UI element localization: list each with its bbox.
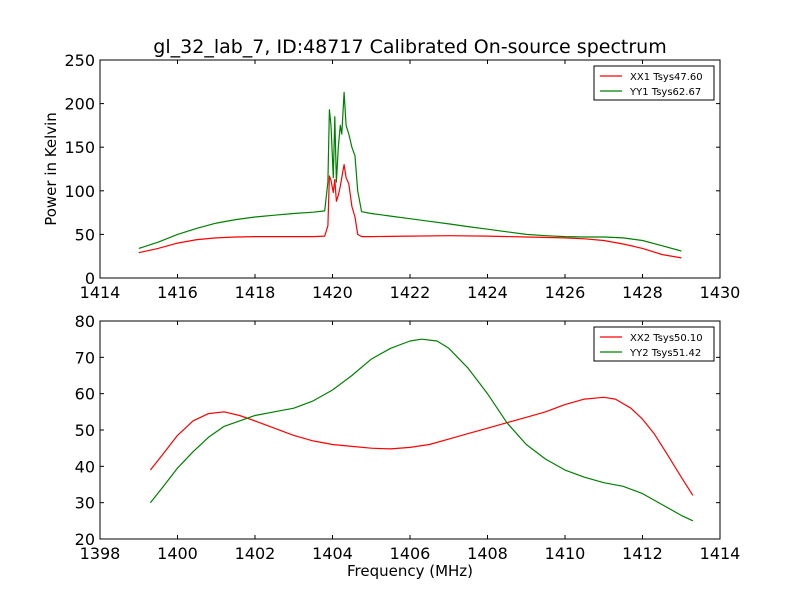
bottom-y-tick-label: 60 xyxy=(75,385,95,404)
top-x-tick-label: 1430 xyxy=(700,283,741,302)
bottom-x-tick-label: 1404 xyxy=(312,544,353,563)
top-legend-label-1: XX1 Tsys47.60 xyxy=(630,72,703,83)
top-legend-box xyxy=(593,65,715,101)
bottom-legend-label-2: YY2 Tsys51.42 xyxy=(629,348,701,359)
top-x-tick-label: 1424 xyxy=(467,283,508,302)
chart-title: gl_32_lab_7, ID:48717 Calibrated On-sour… xyxy=(153,36,666,58)
bottom-x-tick-label: 1398 xyxy=(80,544,121,563)
top-y-tick-label: 100 xyxy=(64,182,95,201)
top-series-line-2 xyxy=(138,91,682,252)
top-legend-label-2: YY1 Tsys62.67 xyxy=(629,87,701,98)
top-y-tick-label: 0 xyxy=(85,269,95,288)
top-x-tick-label: 1418 xyxy=(235,283,276,302)
bottom-x-tick-label: 1408 xyxy=(467,544,508,563)
top-x-tick-label: 1426 xyxy=(545,283,586,302)
bottom-series-line-2 xyxy=(149,338,694,522)
bottom-series-line-1 xyxy=(149,396,694,496)
bottom-panel: 1398 1400 1402 1404 1406 1408 1410 1412 1414 20 30… xyxy=(75,312,741,563)
bottom-y-tick-label: 20 xyxy=(75,530,95,549)
top-x-tick-label: 1416 xyxy=(157,283,198,302)
top-x-tick-label: 1414 xyxy=(80,283,121,302)
top-y-axis-label: Power in Kelvin xyxy=(42,112,60,226)
bottom-x-tick-label: 1406 xyxy=(390,544,431,563)
top-series-line-1 xyxy=(138,164,682,259)
top-x-tick-label: 1422 xyxy=(390,283,431,302)
bottom-legend: XX2 Tsys50.10 YY2 Tsys51.42 xyxy=(593,326,715,362)
bottom-x-axis-label: Frequency (MHz) xyxy=(347,562,473,580)
top-panel: 1414 1416 1418 1420 1422 1424 1426 1428 1430 0 50 1… xyxy=(64,51,740,302)
top-legend: XX1 Tsys47.60 YY1 Tsys62.67 xyxy=(593,65,715,101)
bottom-x-tick-label: 1402 xyxy=(235,544,276,563)
bottom-y-tick-label: 30 xyxy=(75,494,95,513)
top-x-tick-label: 1428 xyxy=(622,283,663,302)
bottom-y-tick-label: 40 xyxy=(75,457,95,476)
bottom-x-tick-label: 1410 xyxy=(545,544,586,563)
top-y-tick-label: 50 xyxy=(75,225,95,244)
bottom-x-tick-label: 1414 xyxy=(700,544,741,563)
bottom-x-tick-label: 1400 xyxy=(157,544,198,563)
top-x-tick-label: 1420 xyxy=(312,283,353,302)
bottom-y-tick-label: 80 xyxy=(75,312,95,331)
bottom-legend-box xyxy=(593,326,715,362)
top-y-tick-label: 250 xyxy=(64,51,95,70)
top-y-tick-label: 200 xyxy=(64,95,95,114)
top-y-tick-label: 150 xyxy=(64,138,95,157)
bottom-y-tick-label: 50 xyxy=(75,421,95,440)
bottom-legend-label-1: XX2 Tsys50.10 xyxy=(630,333,703,344)
bottom-y-tick-label: 70 xyxy=(75,348,95,367)
bottom-x-tick-label: 1412 xyxy=(622,544,663,563)
